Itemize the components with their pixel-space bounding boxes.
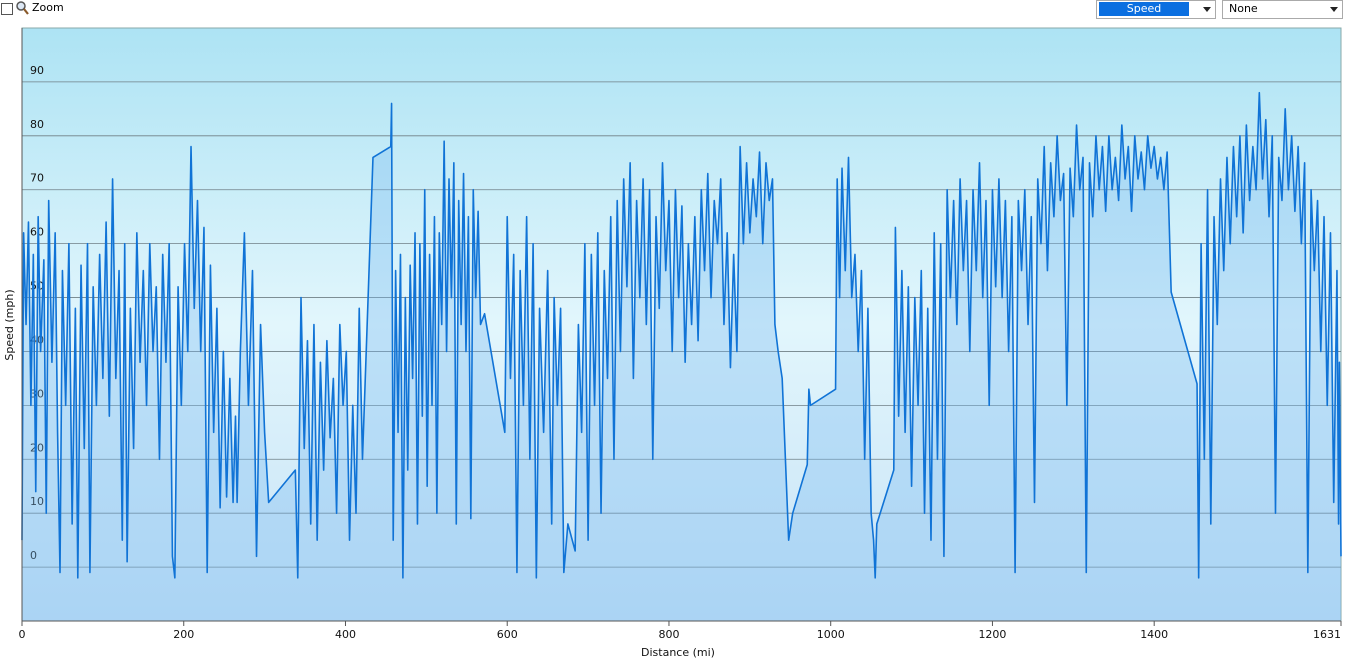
x-tick-label: 400 [335, 628, 356, 641]
toolbar: Zoom Speed None [0, 0, 1347, 24]
zoom-checkbox[interactable] [1, 3, 13, 15]
dropdown-arrow [1203, 7, 1211, 12]
overlay-dropdown[interactable]: None [1222, 0, 1343, 19]
y-tick-label: 90 [30, 64, 44, 77]
y-tick-label: 80 [30, 118, 44, 131]
y-tick-label: 0 [30, 549, 37, 562]
x-tick-label: 1000 [817, 628, 845, 641]
area-fill [22, 92, 1341, 621]
y-tick-label: 70 [30, 172, 44, 185]
x-tick-label: 600 [497, 628, 518, 641]
zoom-label: Zoom [32, 1, 64, 14]
y-tick-label: 10 [30, 495, 44, 508]
line [21, 91, 1342, 579]
overlay-dropdown-value: None [1229, 2, 1258, 15]
y-axis-label: Speed (mph) [3, 289, 16, 360]
x-tick-label: 200 [173, 628, 194, 641]
zoom-icon [16, 1, 29, 15]
x-axis-label: Distance (mi) [641, 646, 715, 659]
x-tick-label: 0 [19, 628, 26, 641]
x-tick-label: 800 [658, 628, 679, 641]
x-tick-label: 1400 [1140, 628, 1168, 641]
x-tick-label: 1200 [978, 628, 1006, 641]
y-tick-label: 60 [30, 226, 44, 239]
x-tick-label: 1631 [1313, 628, 1341, 641]
dropdown-arrow [1330, 7, 1338, 12]
metric-dropdown[interactable]: Speed [1096, 0, 1216, 19]
y-tick-label: 20 [30, 441, 44, 454]
metric-dropdown-value: Speed [1099, 2, 1189, 16]
